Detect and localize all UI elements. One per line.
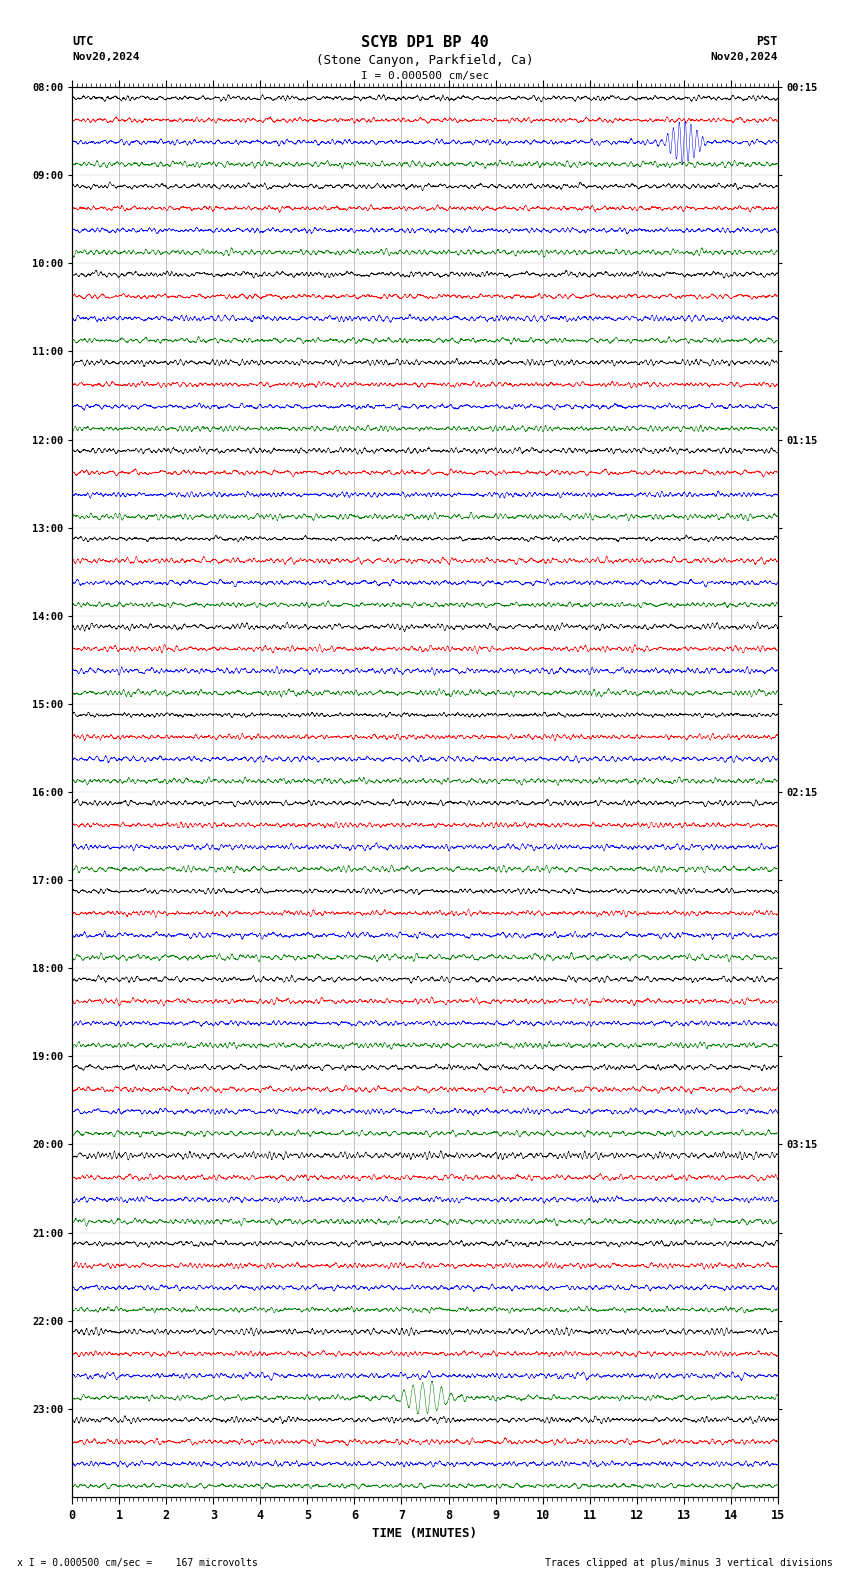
Text: x I = 0.000500 cm/sec =    167 microvolts: x I = 0.000500 cm/sec = 167 microvolts	[17, 1559, 258, 1568]
Text: SCYB DP1 BP 40: SCYB DP1 BP 40	[361, 35, 489, 49]
Text: Nov20,2024: Nov20,2024	[711, 52, 778, 62]
Text: PST: PST	[756, 35, 778, 48]
Text: Traces clipped at plus/minus 3 vertical divisions: Traces clipped at plus/minus 3 vertical …	[545, 1559, 833, 1568]
Text: (Stone Canyon, Parkfield, Ca): (Stone Canyon, Parkfield, Ca)	[316, 54, 534, 67]
Text: I = 0.000500 cm/sec: I = 0.000500 cm/sec	[361, 71, 489, 81]
Text: UTC: UTC	[72, 35, 94, 48]
X-axis label: TIME (MINUTES): TIME (MINUTES)	[372, 1527, 478, 1540]
Text: Nov20,2024: Nov20,2024	[72, 52, 139, 62]
